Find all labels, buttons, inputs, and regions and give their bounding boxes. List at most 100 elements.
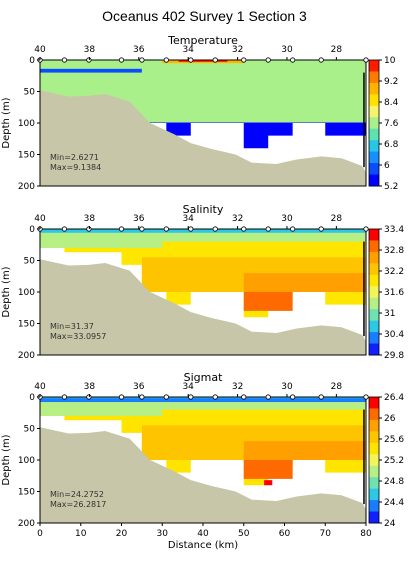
x-tick-label: 70 bbox=[320, 529, 332, 539]
top-tick-label: 32 bbox=[232, 214, 243, 224]
colorbar-segment bbox=[369, 465, 379, 478]
field-region bbox=[243, 273, 366, 292]
top-tick-label: 34 bbox=[182, 214, 194, 224]
station-marker bbox=[290, 394, 296, 400]
y-tick-label: 50 bbox=[24, 425, 36, 435]
colorbar-segment bbox=[369, 297, 379, 310]
colorbar-tick-label: 32.2 bbox=[384, 267, 404, 277]
x-tick-label: 0 bbox=[37, 529, 43, 539]
top-tick-label: 28 bbox=[331, 382, 343, 392]
top-tick-label: 38 bbox=[84, 382, 96, 392]
colorbar: 10 9.2 8.4 7.6 6.8 6 5.2 bbox=[368, 56, 399, 192]
top-tick-label: 30 bbox=[281, 45, 293, 55]
field-region bbox=[40, 398, 366, 403]
colorbar-tick-label: 6 bbox=[384, 161, 390, 171]
panel-salinity: Salinity 40 38 36 34 32 30 28 0 50 100 150 200 Depth … bbox=[1, 203, 404, 361]
panel-title: Temperature bbox=[167, 34, 238, 47]
colorbar-tick-label: 6.8 bbox=[384, 140, 399, 150]
top-tick-label: 40 bbox=[34, 45, 46, 55]
colorbar-segment bbox=[369, 105, 379, 118]
colorbar-tick-label: 32.8 bbox=[384, 246, 404, 256]
stat-max: Max=9.1384 bbox=[50, 163, 101, 172]
colorbar-tick-label: 24.4 bbox=[384, 498, 404, 508]
field-region bbox=[40, 409, 163, 416]
station-marker bbox=[61, 394, 68, 400]
y-tick-label: 100 bbox=[18, 119, 35, 129]
field-region bbox=[40, 68, 142, 73]
colorbar-segment bbox=[369, 71, 379, 84]
colorbar-tick-label: 33.4 bbox=[384, 225, 404, 235]
y-tick-label: 200 bbox=[18, 351, 35, 361]
top-tick-label: 32 bbox=[232, 382, 243, 392]
stat-max: Max=26.2817 bbox=[50, 500, 106, 509]
station-marker bbox=[188, 57, 194, 63]
colorbar-tick-label: 24 bbox=[384, 519, 396, 529]
station-marker bbox=[363, 226, 369, 232]
station-marker bbox=[212, 226, 218, 232]
station-marker bbox=[318, 394, 324, 400]
colorbar-segment bbox=[369, 442, 379, 455]
top-tick-label: 34 bbox=[182, 382, 194, 392]
colorbar-tick-label: 25.2 bbox=[384, 456, 404, 466]
station-marker bbox=[61, 57, 68, 63]
top-tick-label: 34 bbox=[182, 45, 194, 55]
top-tick-label: 36 bbox=[133, 45, 145, 55]
y-tick-label: 200 bbox=[18, 182, 35, 192]
colorbar-segment bbox=[369, 477, 379, 490]
seafloor bbox=[40, 427, 366, 523]
station-marker bbox=[163, 57, 169, 63]
station-marker bbox=[241, 57, 247, 63]
station-marker bbox=[163, 226, 169, 232]
y-tick-label: 50 bbox=[24, 88, 36, 98]
top-tick-label: 28 bbox=[331, 214, 343, 224]
colorbar-tick-label: 7.6 bbox=[384, 119, 399, 129]
colorbar-tick-label: 31 bbox=[384, 309, 395, 319]
colorbar-segment bbox=[369, 397, 379, 409]
colorbar-segment bbox=[369, 454, 379, 467]
colorbar-segment bbox=[369, 500, 379, 513]
y-tick-label: 0 bbox=[29, 225, 35, 235]
station-marker bbox=[188, 394, 194, 400]
field-region bbox=[243, 460, 293, 479]
y-tick-label: 50 bbox=[24, 257, 36, 267]
y-tick-label: 150 bbox=[18, 488, 35, 498]
station-marker bbox=[139, 394, 145, 400]
y-tick-label: 200 bbox=[18, 519, 35, 529]
field-region bbox=[243, 292, 293, 311]
colorbar-segment bbox=[369, 117, 379, 130]
station-marker bbox=[363, 394, 369, 400]
y-axis-label: Depth (m) bbox=[1, 266, 12, 317]
top-tick-label: 30 bbox=[281, 382, 293, 392]
colorbar-segment bbox=[369, 332, 379, 345]
colorbar-segment bbox=[369, 163, 379, 176]
colorbar-tick-label: 9.2 bbox=[384, 77, 398, 87]
colorbar-tick-label: 8.4 bbox=[384, 98, 399, 108]
colorbar-segment bbox=[369, 151, 379, 164]
colorbar-segment bbox=[369, 263, 379, 276]
top-tick-label: 38 bbox=[84, 214, 96, 224]
seafloor bbox=[40, 90, 366, 186]
station-marker bbox=[118, 57, 125, 63]
colorbar-tick-label: 26 bbox=[384, 414, 396, 424]
station-marker bbox=[318, 226, 324, 232]
field-region bbox=[40, 241, 163, 248]
y-axis-label: Depth (m) bbox=[1, 434, 12, 485]
colorbar-segment bbox=[369, 488, 379, 501]
colorbar-tick-label: 30.4 bbox=[384, 330, 404, 340]
station-marker bbox=[212, 57, 218, 63]
top-tick-label: 30 bbox=[281, 214, 293, 224]
station-marker bbox=[241, 226, 247, 232]
station-marker bbox=[241, 394, 247, 400]
station-marker bbox=[118, 394, 125, 400]
colorbar-segment bbox=[369, 140, 379, 153]
colorbar-segment bbox=[369, 309, 379, 322]
top-tick-label: 32 bbox=[232, 45, 243, 55]
x-tick-label: 10 bbox=[75, 529, 87, 539]
colorbar-tick-label: 29.8 bbox=[384, 351, 404, 361]
colorbar-tick-label: 10 bbox=[384, 56, 396, 66]
y-tick-label: 0 bbox=[29, 56, 35, 66]
station-marker bbox=[290, 226, 296, 232]
field-region bbox=[264, 480, 273, 486]
